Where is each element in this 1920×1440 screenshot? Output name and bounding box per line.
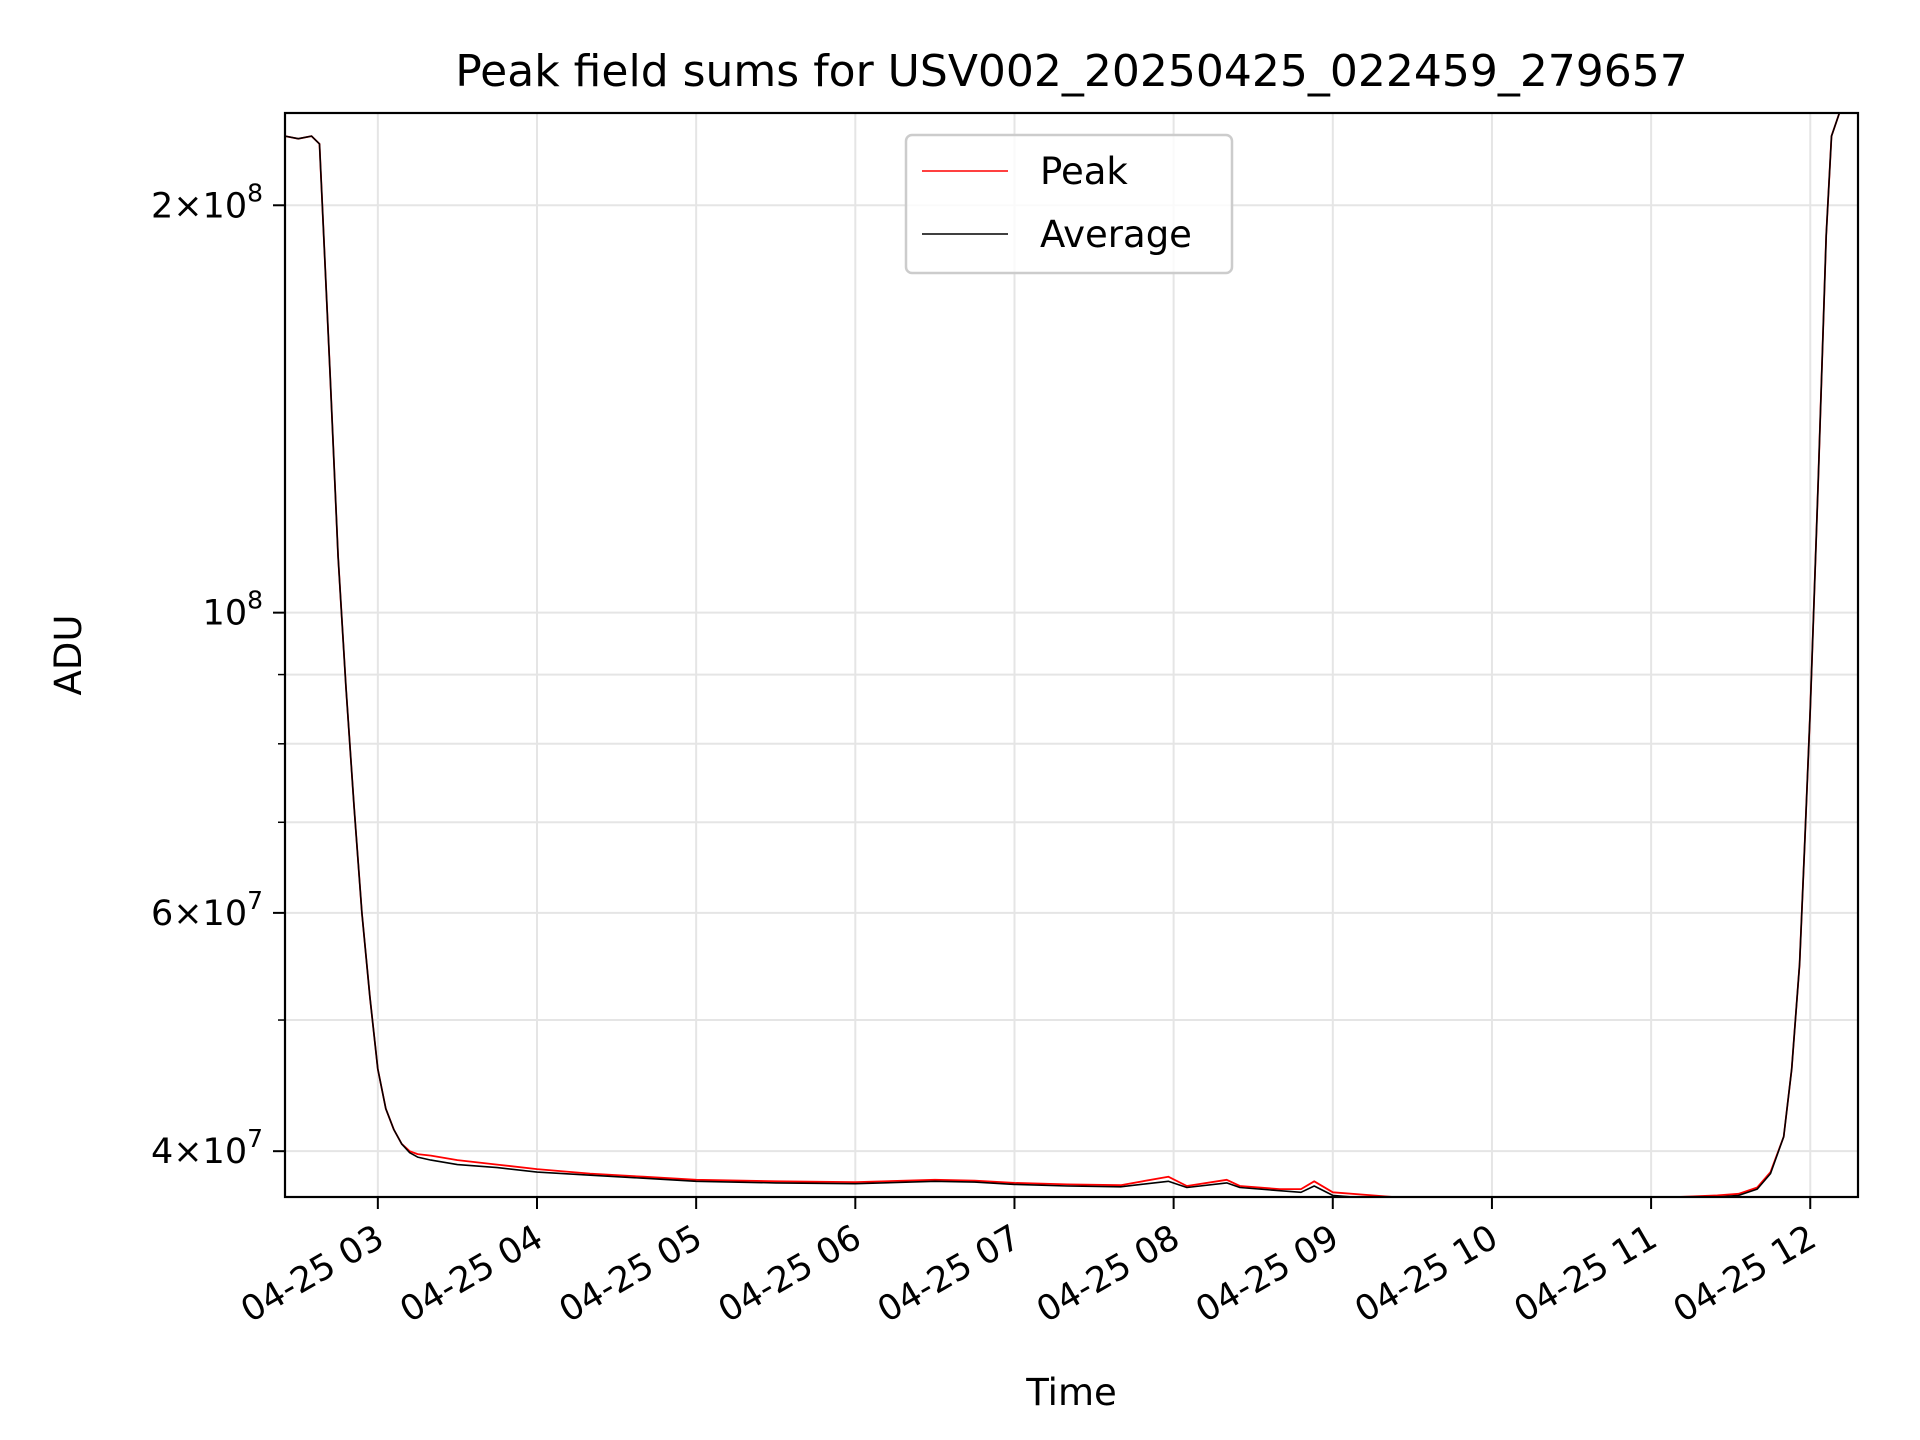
plot-frame xyxy=(283,111,1860,1199)
axis-ticks xyxy=(273,204,1812,1209)
y-tick-label: 2×108 xyxy=(151,178,263,226)
chart-title: Peak field sums for USV002_20250425_0224… xyxy=(455,46,1688,97)
y-tick-exponent: 8 xyxy=(247,178,263,207)
y-tick-base: 2×10 xyxy=(151,186,247,226)
legend-label-peak: Peak xyxy=(1040,150,1128,193)
y-tick-exponent: 7 xyxy=(247,1124,263,1153)
y-tick-base: 4×10 xyxy=(151,1132,247,1172)
series-line-average xyxy=(285,113,1841,1197)
y-tick-exponent: 8 xyxy=(247,586,263,615)
y-tick-base: 10 xyxy=(203,594,248,634)
series-layer xyxy=(285,113,1841,1197)
y-tick-base: 6×10 xyxy=(151,894,247,934)
y-tick-exponent: 7 xyxy=(247,886,263,915)
y-axis-label: ADU xyxy=(47,615,90,696)
y-tick-label: 108 xyxy=(203,586,263,634)
y-tick-label: 4×107 xyxy=(151,1124,263,1172)
legend: Peak Average xyxy=(904,133,1234,275)
legend-box xyxy=(904,133,1234,275)
x-axis-label: Time xyxy=(1025,1371,1117,1414)
legend-label-average: Average xyxy=(1040,213,1192,256)
y-tick-label: 6×107 xyxy=(151,886,263,934)
